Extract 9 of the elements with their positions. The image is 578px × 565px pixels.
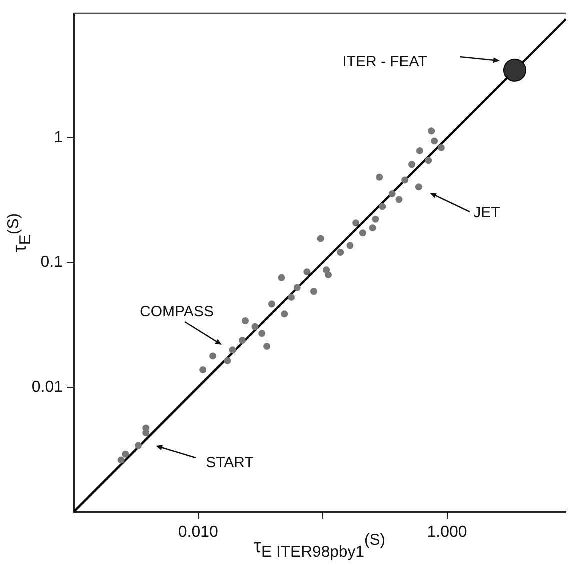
annotation: ITER - FEAT bbox=[342, 54, 428, 70]
annotation: START bbox=[206, 454, 254, 472]
x-tick-label: 0.010 bbox=[178, 524, 219, 542]
annotation: COMPASS bbox=[140, 304, 214, 320]
annotation: JET bbox=[474, 204, 500, 222]
y-tick-label: 0.1 bbox=[40, 254, 64, 272]
x-tick-label: 1.000 bbox=[427, 524, 468, 542]
y-tick-label: 0.01 bbox=[32, 378, 64, 396]
y-tick-label: 1 bbox=[54, 130, 64, 147]
